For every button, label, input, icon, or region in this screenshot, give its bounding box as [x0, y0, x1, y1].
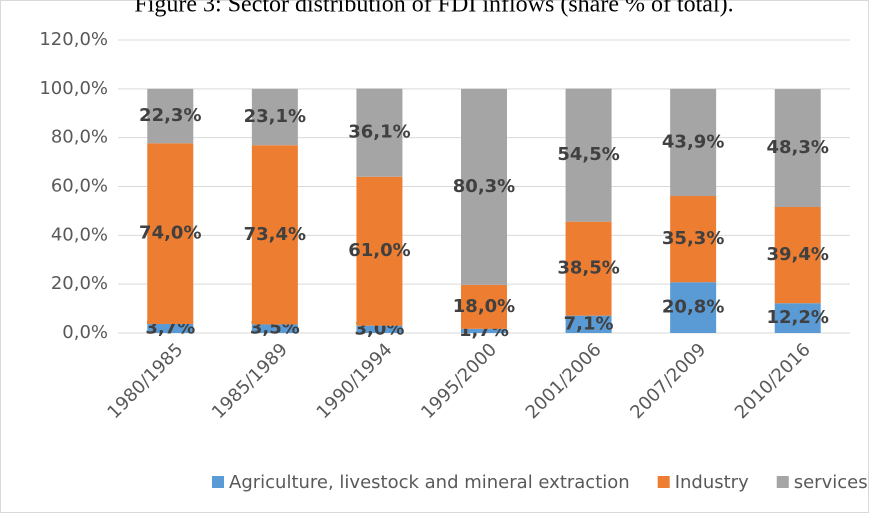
bar-segment: [251, 88, 298, 146]
data-label: 23,1%: [244, 106, 306, 127]
data-label: 12,2%: [766, 307, 828, 328]
bar-segment: [774, 207, 821, 304]
bar-segment: [147, 88, 194, 144]
y-tick-label: 0,0%: [62, 322, 108, 343]
bar-segment: [147, 143, 194, 324]
data-label: 43,9%: [662, 131, 724, 152]
bar-segment: [147, 323, 194, 333]
data-label: 54,5%: [557, 144, 619, 165]
legend-label: services: [794, 472, 868, 493]
chart-title: Figure 3: Sector distribution of FDI inf…: [134, 0, 733, 18]
y-tick-label: 80,0%: [51, 127, 108, 148]
bar-segment: [356, 88, 403, 177]
y-tick-label: 100,0%: [39, 78, 108, 99]
data-label: 39,4%: [766, 244, 828, 265]
x-tick-label: 1990/1994: [313, 339, 397, 423]
bar-segment: [670, 196, 717, 283]
data-label: 7,1%: [564, 313, 614, 334]
data-label: 48,3%: [766, 137, 828, 158]
x-tick-label: 2010/2016: [731, 339, 815, 423]
data-label: 18,0%: [453, 296, 515, 317]
legend-swatch: [657, 476, 670, 488]
legend-swatch: [776, 476, 789, 488]
bar-segment: [565, 315, 612, 333]
data-label: 73,4%: [244, 224, 306, 245]
bar-segment: [461, 88, 507, 285]
y-tick-label: 40,0%: [51, 224, 108, 245]
bar-segment: [356, 325, 403, 333]
data-label: 22,3%: [139, 105, 201, 126]
x-tick-label: 1980/1985: [103, 339, 187, 423]
x-tick-label: 2001/2006: [522, 339, 606, 423]
data-label: 38,5%: [557, 258, 619, 279]
x-tick-label: 2007/2009: [626, 339, 710, 423]
legend-label: Industry: [675, 472, 749, 493]
data-label: 35,3%: [662, 228, 724, 249]
data-label: 20,8%: [662, 297, 724, 318]
bar-segment: [670, 282, 717, 333]
x-tick-label: 1985/1989: [208, 339, 292, 423]
legend-swatch: [212, 476, 224, 488]
bar-segment: [565, 88, 612, 222]
legend-label: Agriculture, livestock and mineral extra…: [229, 472, 630, 493]
bar-segment: [774, 89, 821, 208]
y-tick-label: 60,0%: [51, 176, 108, 197]
bar-segment: [461, 328, 507, 333]
data-label: 80,3%: [453, 176, 515, 197]
data-label: 36,1%: [348, 122, 410, 143]
bar-segment: [774, 303, 821, 333]
data-label: 61,0%: [348, 240, 410, 261]
bar-segment: [461, 284, 507, 329]
y-tick-label: 120,0%: [39, 29, 108, 50]
bar-segment: [251, 324, 298, 333]
bar-segment: [670, 88, 717, 197]
data-label: 74,0%: [139, 223, 201, 244]
bar-segment: [356, 176, 403, 326]
y-tick-label: 20,0%: [51, 273, 108, 294]
x-tick-label: 1995/2000: [417, 339, 501, 423]
bar-segment: [251, 145, 298, 325]
bar-segment: [565, 221, 612, 316]
